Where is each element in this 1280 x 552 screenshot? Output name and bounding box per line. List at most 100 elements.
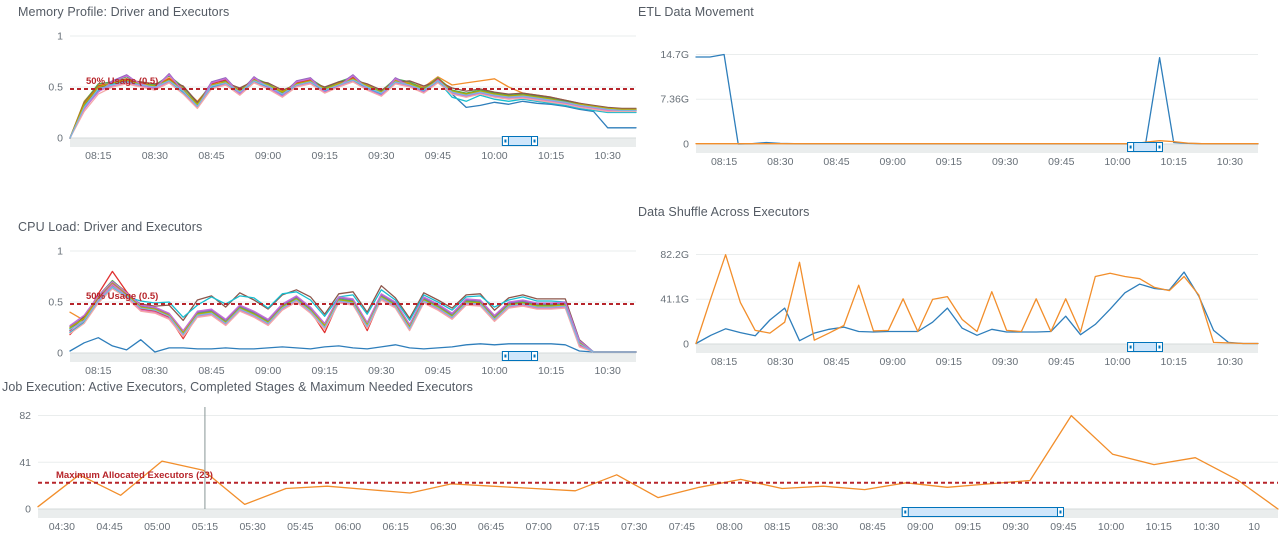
x-axis-tick-label: 09:00 xyxy=(907,521,933,533)
y-axis-tick-label: 0 xyxy=(57,348,63,360)
chart-canvas-memory: 0 0.5 1 08:15 08:30 08:45 09:00 09:15 09:30 09:45… xyxy=(48,31,637,162)
x-axis-tick-label: 09:30 xyxy=(992,156,1018,168)
panel-title-etl-data-movement: ETL Data Movement xyxy=(638,5,754,19)
x-axis-tick-label: 10:30 xyxy=(1217,356,1243,368)
x-axis-tick-label: 09:30 xyxy=(368,365,394,377)
x-axis-tick-label: 06:15 xyxy=(383,521,409,533)
x-axis-tick-label: 09:15 xyxy=(955,521,981,533)
x-axis-tick-label: 09:15 xyxy=(312,150,338,162)
series-line-executor-11 xyxy=(69,79,637,139)
x-axis-tick-label: 08:45 xyxy=(823,356,849,368)
chart-memory-profile[interactable]: 0 0.5 1 08:15 08:30 08:45 09:00 09:15 09:30 09:45… xyxy=(18,20,638,170)
x-axis-tick-label: 06:30 xyxy=(430,521,456,533)
x-axis-tick-label: 08:15 xyxy=(85,150,111,162)
series-line-completed-stages xyxy=(37,414,1279,510)
x-axis-tick-label: 09:45 xyxy=(1048,156,1074,168)
slider-handle-left-grip xyxy=(1129,345,1132,349)
slider-handle-right-grip xyxy=(533,139,536,143)
x-axis-tick-label: 05:00 xyxy=(144,521,170,533)
panel-cpu-load: CPU Load: Driver and Executors 0 0.5 1 08:1… xyxy=(18,219,638,399)
slider-handle-left-grip xyxy=(904,510,907,514)
x-axis-band xyxy=(38,509,1278,518)
x-axis-tick-label: 06:00 xyxy=(335,521,361,533)
x-axis-tick-label: 04:45 xyxy=(96,521,122,533)
y-axis-tick-label: 41 xyxy=(19,457,31,469)
slider-range[interactable] xyxy=(901,507,1064,517)
panel-etl-data-movement: ETL Data Movement 0 7.36G 14.7G 08:15 08:30 0… xyxy=(638,4,1262,184)
x-axis-tick-label: 10:15 xyxy=(538,150,564,162)
x-axis-band xyxy=(70,138,636,147)
time-range-slider[interactable] xyxy=(1127,342,1163,352)
series-line-bytes-written xyxy=(695,140,1259,145)
x-axis-tick-label: 10:00 xyxy=(481,150,507,162)
x-axis-band xyxy=(696,144,1258,153)
series-line-executor-9 xyxy=(69,280,637,353)
x-axis-tick-label: 09:00 xyxy=(880,356,906,368)
panel-title-data-shuffle: Data Shuffle Across Executors xyxy=(638,205,810,219)
x-axis-tick-label: 07:15 xyxy=(573,521,599,533)
x-axis-tick-label: 10:15 xyxy=(1161,156,1187,168)
series-line-shuffle-write xyxy=(695,254,1259,345)
x-axis-tick-label: 08:15 xyxy=(711,156,737,168)
chart-canvas-shuffle: 0 41.1G 82.2G 08:15 08:30 08:45 09:00 09:15 09:3… xyxy=(660,249,1259,368)
x-axis-tick-label: 04:30 xyxy=(49,521,75,533)
time-range-slider[interactable] xyxy=(501,136,539,146)
x-axis-tick-label: 08:00 xyxy=(716,521,742,533)
slider-handle-right-grip xyxy=(1158,145,1161,149)
x-axis-tick-label: 10:00 xyxy=(481,365,507,377)
slider-handle-right-grip xyxy=(1059,510,1062,514)
x-axis-tick-label: 08:30 xyxy=(767,356,793,368)
chart-canvas-job: 0 41 82 04:30 04:45 05:00 05:15 05:30 05:45 06:00… xyxy=(19,407,1279,533)
x-axis-tick-label: 08:15 xyxy=(711,356,737,368)
x-axis-tick-label: 10:00 xyxy=(1104,356,1130,368)
x-axis-tick-label: 10:30 xyxy=(595,365,621,377)
x-axis-tick-label: 09:45 xyxy=(425,150,451,162)
chart-etl-data-movement[interactable]: 0 7.36G 14.7G 08:15 08:30 08:45 09:00 09:15 09:3… xyxy=(638,20,1262,180)
x-axis-tick-label: 08:30 xyxy=(767,156,793,168)
y-axis-tick-label: 7.36G xyxy=(660,94,689,106)
x-axis-tick-label: 10 xyxy=(1248,521,1260,533)
y-axis-tick-label: 1 xyxy=(57,31,63,43)
x-axis-band xyxy=(70,353,636,362)
x-axis-tick-label: 09:30 xyxy=(992,356,1018,368)
slider-handle-right-grip xyxy=(1158,345,1161,349)
x-axis-tick-label: 09:30 xyxy=(368,150,394,162)
x-axis-tick-label: 10:15 xyxy=(1146,521,1172,533)
panel-job-execution: Job Execution: Active Executors, Complet… xyxy=(0,379,1280,552)
time-range-slider[interactable] xyxy=(901,507,1064,517)
chart-data-shuffle[interactable]: 0 41.1G 82.2G 08:15 08:30 08:45 09:00 09:15 09:3… xyxy=(638,220,1262,380)
x-axis-tick-label: 09:00 xyxy=(255,365,281,377)
y-axis-tick-label: 0 xyxy=(25,504,31,516)
x-axis-tick-label: 10:15 xyxy=(538,365,564,377)
x-axis-tick-label: 09:45 xyxy=(1050,521,1076,533)
x-axis-tick-label: 08:30 xyxy=(142,150,168,162)
series-line-executor-10 xyxy=(69,81,637,139)
slider-handle-left-grip xyxy=(1129,145,1132,149)
y-axis-tick-label: 82 xyxy=(19,410,31,422)
x-axis-tick-label: 09:15 xyxy=(312,365,338,377)
series-line-executor-11 xyxy=(69,286,637,353)
chart-job-execution[interactable]: 0 41 82 04:30 04:45 05:00 05:15 05:30 05:45 06:00… xyxy=(0,395,1280,543)
y-axis-tick-label: 1 xyxy=(57,246,63,258)
chart-cpu-load[interactable]: 0 0.5 1 08:15 08:30 08:45 09:00 09:15 09:30 09:45… xyxy=(18,235,638,385)
x-axis-tick-label: 09:00 xyxy=(880,156,906,168)
time-range-slider[interactable] xyxy=(1127,142,1163,152)
slider-handle-left-grip xyxy=(504,354,507,358)
y-axis-tick-label: 0 xyxy=(683,339,689,351)
x-axis-tick-label: 10:15 xyxy=(1161,356,1187,368)
x-axis-tick-label: 07:30 xyxy=(621,521,647,533)
x-axis-tick-label: 09:45 xyxy=(1048,356,1074,368)
y-axis-tick-label: 41.1G xyxy=(660,294,689,306)
x-axis-tick-label: 08:45 xyxy=(198,150,224,162)
slider-handle-right-grip xyxy=(533,354,536,358)
x-axis-tick-label: 09:00 xyxy=(255,150,281,162)
x-axis-tick-label: 10:30 xyxy=(595,150,621,162)
chart-canvas-cpu: 0 0.5 1 08:15 08:30 08:45 09:00 09:15 09:30 09:45… xyxy=(48,246,637,377)
x-axis-tick-label: 07:00 xyxy=(526,521,552,533)
time-range-slider[interactable] xyxy=(501,351,539,361)
x-axis-tick-label: 08:45 xyxy=(859,521,885,533)
x-axis-tick-label: 05:15 xyxy=(192,521,218,533)
panel-title-cpu-load: CPU Load: Driver and Executors xyxy=(18,220,203,234)
x-axis-tick-label: 09:45 xyxy=(425,365,451,377)
